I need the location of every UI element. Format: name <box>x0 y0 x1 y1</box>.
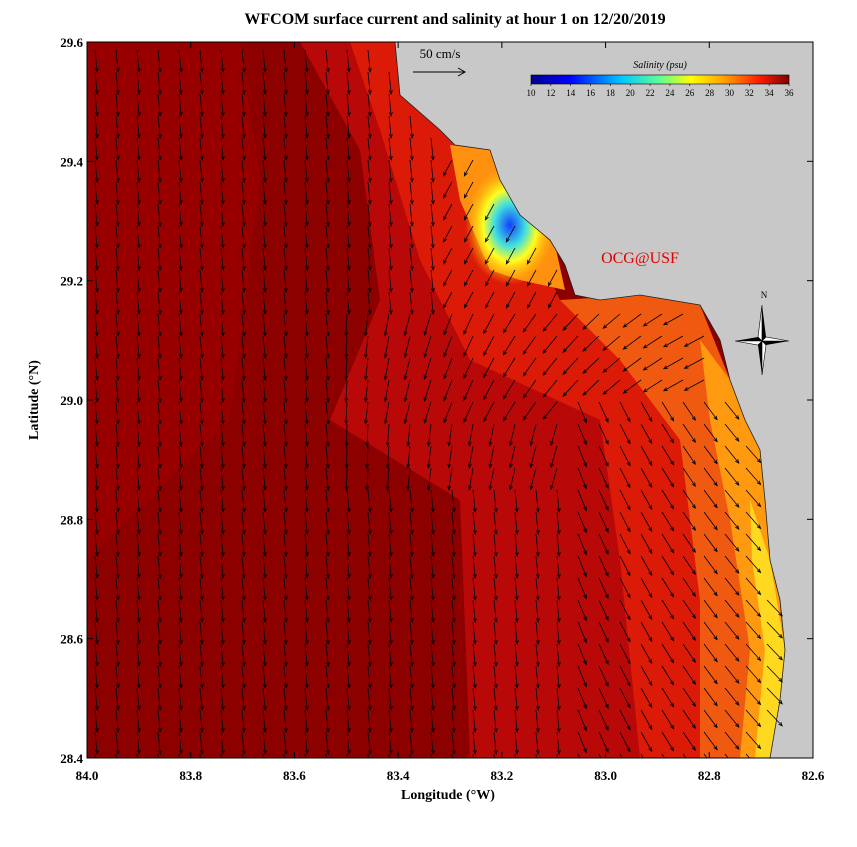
current-arrow-head <box>263 772 266 776</box>
current-arrow-head <box>158 772 161 776</box>
x-tick-label: 83.0 <box>594 768 617 783</box>
current-arrow-head <box>627 770 630 774</box>
colorbar-tick-label: 12 <box>546 88 555 98</box>
colorbar <box>531 75 789 84</box>
colorbar-title: Salinity (psu) <box>633 60 687 71</box>
current-arrow-head <box>368 772 371 776</box>
y-tick-label: 29.0 <box>60 393 83 408</box>
current-arrow-head <box>670 769 673 773</box>
colorbar-tick-label: 14 <box>566 88 576 98</box>
current-arrow-head <box>757 767 761 771</box>
current-arrow-head <box>410 772 413 776</box>
y-tick-label: 29.2 <box>60 274 83 289</box>
x-tick-label: 83.2 <box>490 768 513 783</box>
colorbar-tick-label: 10 <box>527 88 537 98</box>
colorbar-tick-label: 24 <box>665 88 675 98</box>
current-arrow-head <box>536 772 539 776</box>
current-arrow-head <box>116 772 119 776</box>
current-arrow-head <box>137 772 140 776</box>
colorbar-tick-label: 18 <box>606 88 616 98</box>
watermark: OCG@USF <box>601 250 679 267</box>
current-arrow-head <box>692 768 695 772</box>
x-tick-label: 84.0 <box>76 768 99 783</box>
colorbar-tick-label: 34 <box>765 88 775 98</box>
current-arrow-head <box>347 772 350 776</box>
current-arrow-head <box>326 772 329 776</box>
y-tick-label: 28.8 <box>60 512 83 527</box>
colorbar-tick-label: 26 <box>685 88 695 98</box>
y-tick-label: 29.6 <box>60 35 83 50</box>
current-arrow-head <box>431 772 434 776</box>
current-arrow-head <box>473 772 476 776</box>
x-tick-label: 83.4 <box>387 768 410 783</box>
current-arrow-head <box>221 772 224 776</box>
colorbar-tick-label: 36 <box>785 88 795 98</box>
colorbar-tick-label: 20 <box>626 88 636 98</box>
x-tick-label: 82.8 <box>698 768 721 783</box>
current-arrow-head <box>557 772 560 776</box>
y-tick-label: 29.4 <box>60 154 83 169</box>
plot-area <box>87 42 813 776</box>
current-arrow-head <box>735 767 739 771</box>
x-tick-label: 82.6 <box>802 768 825 783</box>
x-axis-label: Longitude (°W) <box>401 788 495 803</box>
current-arrow-head <box>242 772 245 776</box>
current-arrow-head <box>649 769 652 773</box>
colorbar-tick-label: 30 <box>725 88 735 98</box>
y-tick-label: 28.4 <box>60 751 83 766</box>
colorbar-tick-label: 32 <box>745 88 754 98</box>
y-tick-label: 28.6 <box>60 632 83 647</box>
colorbar-tick-label: 28 <box>705 88 715 98</box>
colorbar-tick-label: 22 <box>646 88 655 98</box>
y-axis-label: Latitude (°N) <box>27 360 42 440</box>
scale-arrow-label: 50 cm/s <box>420 46 461 61</box>
compass-label: N <box>761 290 768 300</box>
x-tick-label: 83.8 <box>179 768 202 783</box>
current-arrow-head <box>452 772 455 776</box>
x-tick-label: 83.6 <box>283 768 306 783</box>
colorbar-tick-label: 16 <box>586 88 596 98</box>
current-arrow-head <box>583 770 586 774</box>
map-title: WFCOM surface current and salinity at ho… <box>244 11 665 28</box>
current-arrow-head <box>515 772 518 776</box>
